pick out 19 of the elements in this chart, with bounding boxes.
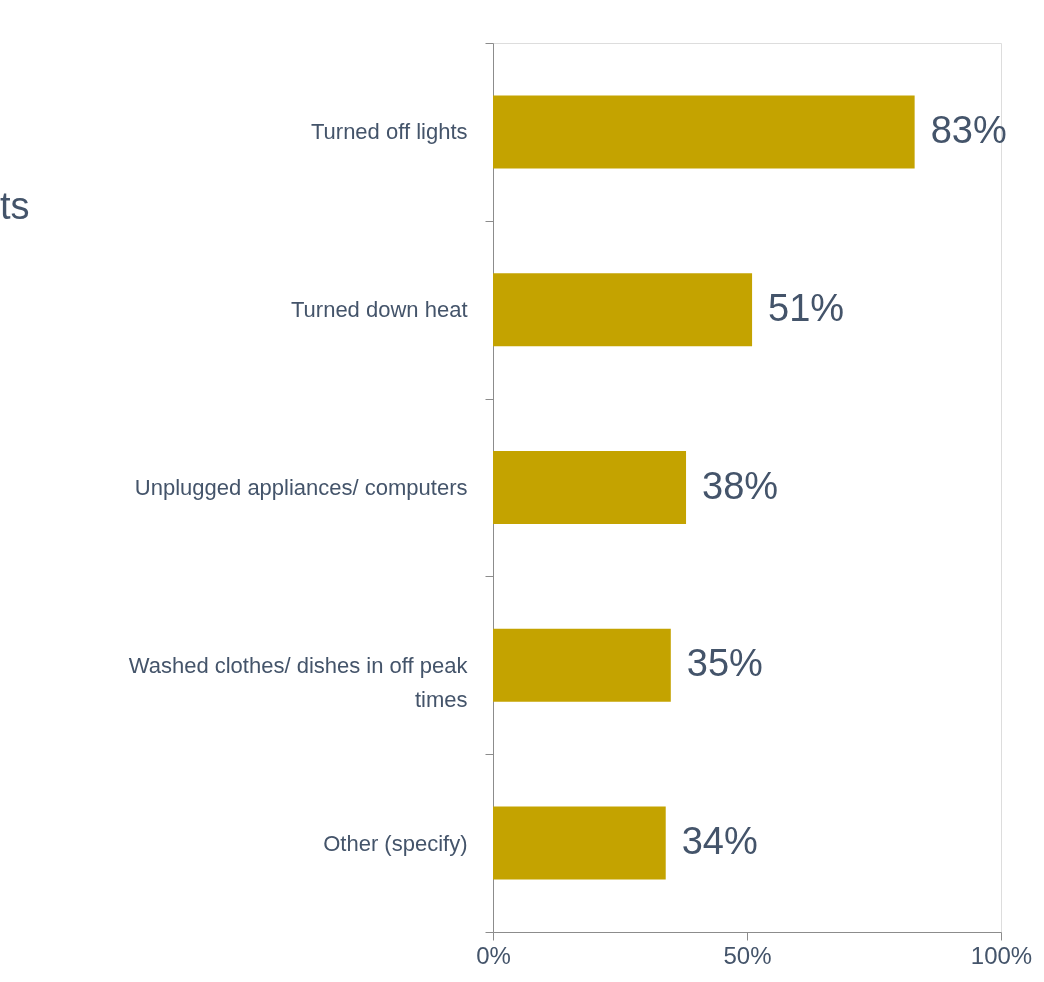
data-label: 83% — [930, 108, 1007, 151]
x-tick-label: 50% — [723, 941, 772, 969]
data-label: 51% — [768, 286, 845, 329]
bar — [493, 95, 915, 169]
y-tick-label: Washed clothes/ dishes in off peak times — [128, 652, 469, 712]
x-tick-label: 0% — [476, 941, 511, 969]
text: ts — [0, 185, 30, 227]
data-label: 34% — [681, 820, 758, 863]
y-tick-label: Turned off lights — [310, 119, 468, 145]
bar — [493, 451, 687, 524]
x-tick-label: 100% — [970, 941, 1033, 969]
bar — [493, 273, 753, 347]
data-label: 38% — [702, 464, 779, 507]
y-tick-label: Other (specify) — [323, 830, 468, 856]
y-tick-label: Unplugged appliances/ computers — [134, 475, 468, 500]
y-tick-label: Turned down heat — [290, 297, 468, 323]
bar — [493, 806, 666, 880]
bar — [493, 628, 671, 702]
data-label: 35% — [686, 642, 763, 685]
